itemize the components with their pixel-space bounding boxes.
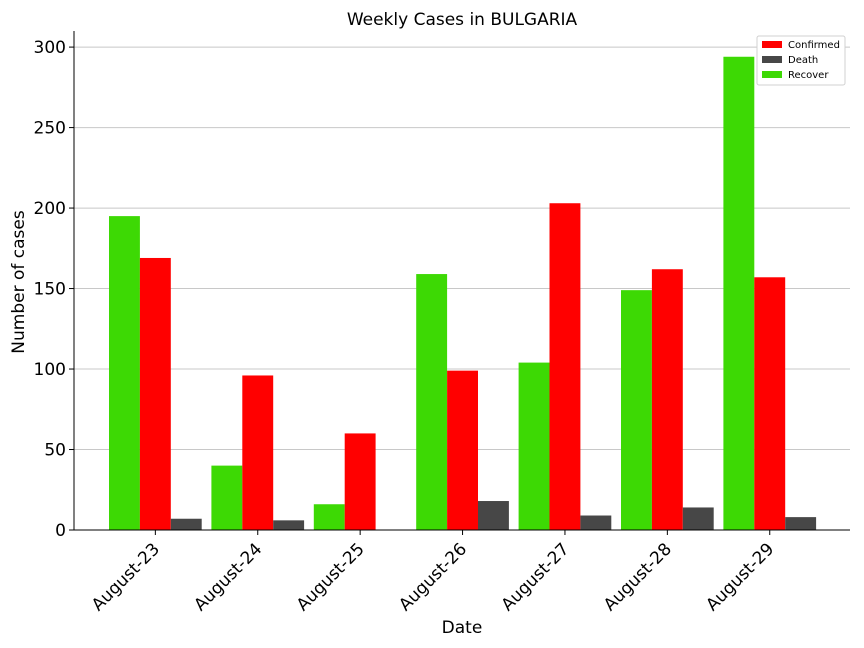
x-tick-label: August-29 xyxy=(702,539,778,615)
x-tick-labels: August-23 August-24 August-25 August-26 Augu… xyxy=(88,530,778,615)
bar-confirmed-august-24 xyxy=(242,375,274,530)
y-tick-label: 300 xyxy=(34,38,66,58)
bar-recover-august-26 xyxy=(416,274,448,530)
bar-confirmed-august-29 xyxy=(754,277,786,530)
grid-lines xyxy=(74,46,850,451)
bars xyxy=(109,56,817,531)
y-tick-label: 200 xyxy=(34,199,66,219)
bar-recover-august-23 xyxy=(109,216,140,530)
bar-confirmed-august-27 xyxy=(549,203,581,531)
bar-death-august-27 xyxy=(580,515,612,530)
bar-confirmed-august-25 xyxy=(344,433,376,530)
y-axis-label: Number of cases xyxy=(9,210,29,354)
legend-swatch-confirmed xyxy=(762,41,782,48)
bar-confirmed-august-28 xyxy=(651,269,683,530)
y-tick-labels: 0 50 100 150 200 250 300 xyxy=(34,38,74,541)
legend-swatch-death xyxy=(762,56,782,63)
y-tick-label: 150 xyxy=(34,280,66,300)
bar-confirmed-august-26 xyxy=(447,370,478,530)
bar-death-august-28 xyxy=(682,507,714,530)
y-tick-label: 250 xyxy=(34,119,66,139)
legend-label-recover: Recover xyxy=(788,70,829,81)
bar-recover-august-25 xyxy=(313,504,345,530)
x-tick-label: August-28 xyxy=(600,539,676,615)
legend: Confirmed Death Recover xyxy=(756,35,846,86)
chart-title: Weekly Cases in BULGARIA xyxy=(347,10,578,30)
x-tick-label: August-27 xyxy=(498,539,574,615)
y-tick-label: 50 xyxy=(44,441,66,461)
bar-death-august-29 xyxy=(785,517,817,530)
x-tick-label: August-25 xyxy=(293,539,369,615)
y-tick-label: 0 xyxy=(55,521,66,541)
bar-recover-august-29 xyxy=(723,56,755,531)
bar-recover-august-27 xyxy=(518,362,550,530)
legend-label-death: Death xyxy=(788,55,818,66)
axes xyxy=(73,31,850,531)
bar-recover-august-24 xyxy=(211,465,243,530)
bar-death-august-24 xyxy=(273,520,305,530)
x-tick-label: August-23 xyxy=(88,539,164,615)
x-axis-label: Date xyxy=(442,618,483,638)
legend-swatch-recover xyxy=(762,71,782,78)
bar-confirmed-august-23 xyxy=(139,257,171,530)
y-tick-label: 100 xyxy=(34,360,66,380)
legend-label-confirmed: Confirmed xyxy=(788,40,840,51)
bar-recover-august-28 xyxy=(621,290,652,530)
bar-death-august-26 xyxy=(478,501,509,530)
bar-death-august-23 xyxy=(170,518,202,530)
x-tick-label: August-26 xyxy=(395,539,471,615)
x-tick-label: August-24 xyxy=(190,539,266,615)
